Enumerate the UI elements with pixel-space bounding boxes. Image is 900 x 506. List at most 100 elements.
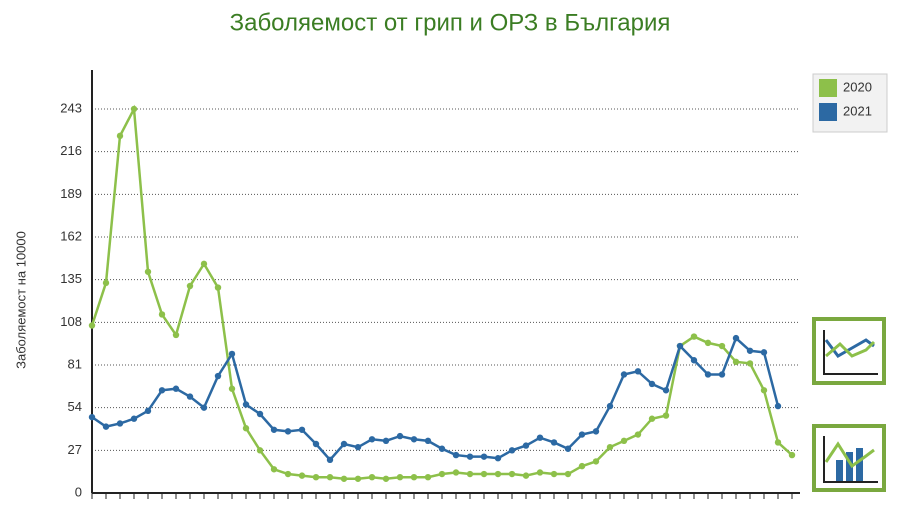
point bbox=[368, 473, 376, 481]
point bbox=[662, 387, 670, 394]
series-line bbox=[90, 104, 793, 481]
icon-axes bbox=[823, 436, 878, 483]
point bbox=[662, 412, 670, 419]
point bbox=[270, 426, 278, 433]
point bbox=[606, 402, 614, 410]
point bbox=[368, 436, 376, 443]
point bbox=[88, 322, 96, 329]
point bbox=[186, 393, 194, 400]
point bbox=[508, 447, 516, 454]
point bbox=[788, 451, 796, 459]
point bbox=[620, 437, 628, 445]
point bbox=[774, 402, 782, 410]
chart-type-button[interactable] bbox=[812, 317, 886, 385]
y-tick-label: 135 bbox=[60, 271, 82, 286]
y-tick-label: 162 bbox=[60, 228, 82, 243]
point bbox=[536, 434, 544, 441]
point bbox=[340, 440, 348, 448]
y-tick-label: 0 bbox=[75, 484, 82, 499]
point bbox=[312, 473, 320, 481]
point bbox=[494, 455, 502, 462]
point bbox=[634, 431, 642, 438]
point bbox=[690, 333, 698, 340]
point bbox=[242, 425, 250, 432]
point bbox=[466, 453, 474, 460]
icon-bar bbox=[846, 452, 853, 482]
point bbox=[438, 470, 446, 478]
point bbox=[746, 360, 754, 367]
point bbox=[354, 475, 362, 482]
point bbox=[522, 472, 530, 479]
point bbox=[634, 368, 642, 375]
y-tick-label: 189 bbox=[60, 186, 82, 201]
icon-axes bbox=[823, 330, 878, 375]
y-tick-label: 216 bbox=[60, 143, 82, 158]
point bbox=[144, 268, 152, 275]
icon-bar bbox=[836, 460, 843, 482]
point bbox=[326, 473, 334, 481]
y-tick-label: 27 bbox=[68, 442, 82, 457]
point bbox=[396, 473, 404, 481]
icon-bar bbox=[856, 448, 863, 482]
point bbox=[704, 371, 712, 378]
series-line bbox=[91, 335, 780, 462]
point bbox=[536, 469, 544, 476]
point bbox=[550, 439, 558, 446]
point bbox=[340, 475, 348, 482]
point bbox=[284, 470, 292, 478]
point bbox=[494, 470, 502, 478]
y-axis-label: Заболяемост на 10000 bbox=[13, 231, 28, 369]
point bbox=[690, 357, 698, 364]
point bbox=[578, 431, 586, 438]
point bbox=[522, 442, 530, 449]
point bbox=[102, 423, 110, 430]
point bbox=[564, 445, 572, 452]
point bbox=[298, 426, 306, 433]
point bbox=[424, 473, 432, 481]
button-frame[interactable] bbox=[812, 317, 886, 385]
point bbox=[298, 472, 306, 479]
point bbox=[158, 387, 166, 394]
y-tick-label: 81 bbox=[68, 356, 82, 371]
point bbox=[760, 387, 768, 394]
point bbox=[648, 380, 656, 388]
point bbox=[578, 462, 586, 470]
point bbox=[606, 443, 614, 451]
point bbox=[438, 445, 446, 452]
point bbox=[186, 282, 194, 290]
point bbox=[354, 443, 362, 451]
point bbox=[256, 410, 264, 418]
point bbox=[774, 439, 782, 446]
point bbox=[704, 339, 712, 347]
point bbox=[424, 437, 432, 445]
point bbox=[550, 470, 558, 478]
point bbox=[312, 440, 320, 448]
point bbox=[144, 407, 152, 415]
legend-label: 2021 bbox=[843, 103, 872, 118]
point bbox=[172, 331, 180, 339]
point bbox=[676, 342, 684, 350]
point bbox=[200, 260, 208, 268]
point bbox=[326, 456, 334, 464]
point bbox=[410, 436, 418, 443]
chart-type-button[interactable] bbox=[812, 424, 886, 492]
point bbox=[130, 415, 138, 422]
point bbox=[270, 466, 278, 473]
point bbox=[88, 413, 96, 421]
point bbox=[592, 428, 600, 435]
point bbox=[718, 342, 726, 350]
point bbox=[200, 404, 208, 411]
point bbox=[116, 420, 124, 427]
y-tick-label: 243 bbox=[60, 100, 82, 115]
point bbox=[382, 437, 390, 445]
point bbox=[256, 447, 264, 454]
point bbox=[760, 349, 768, 356]
point bbox=[732, 358, 740, 366]
point bbox=[466, 470, 474, 478]
point bbox=[102, 279, 110, 287]
chart-title: Заболяемост от грип и ОРЗ в България bbox=[230, 9, 671, 36]
point bbox=[480, 470, 488, 478]
point bbox=[452, 451, 460, 459]
point bbox=[228, 385, 236, 392]
